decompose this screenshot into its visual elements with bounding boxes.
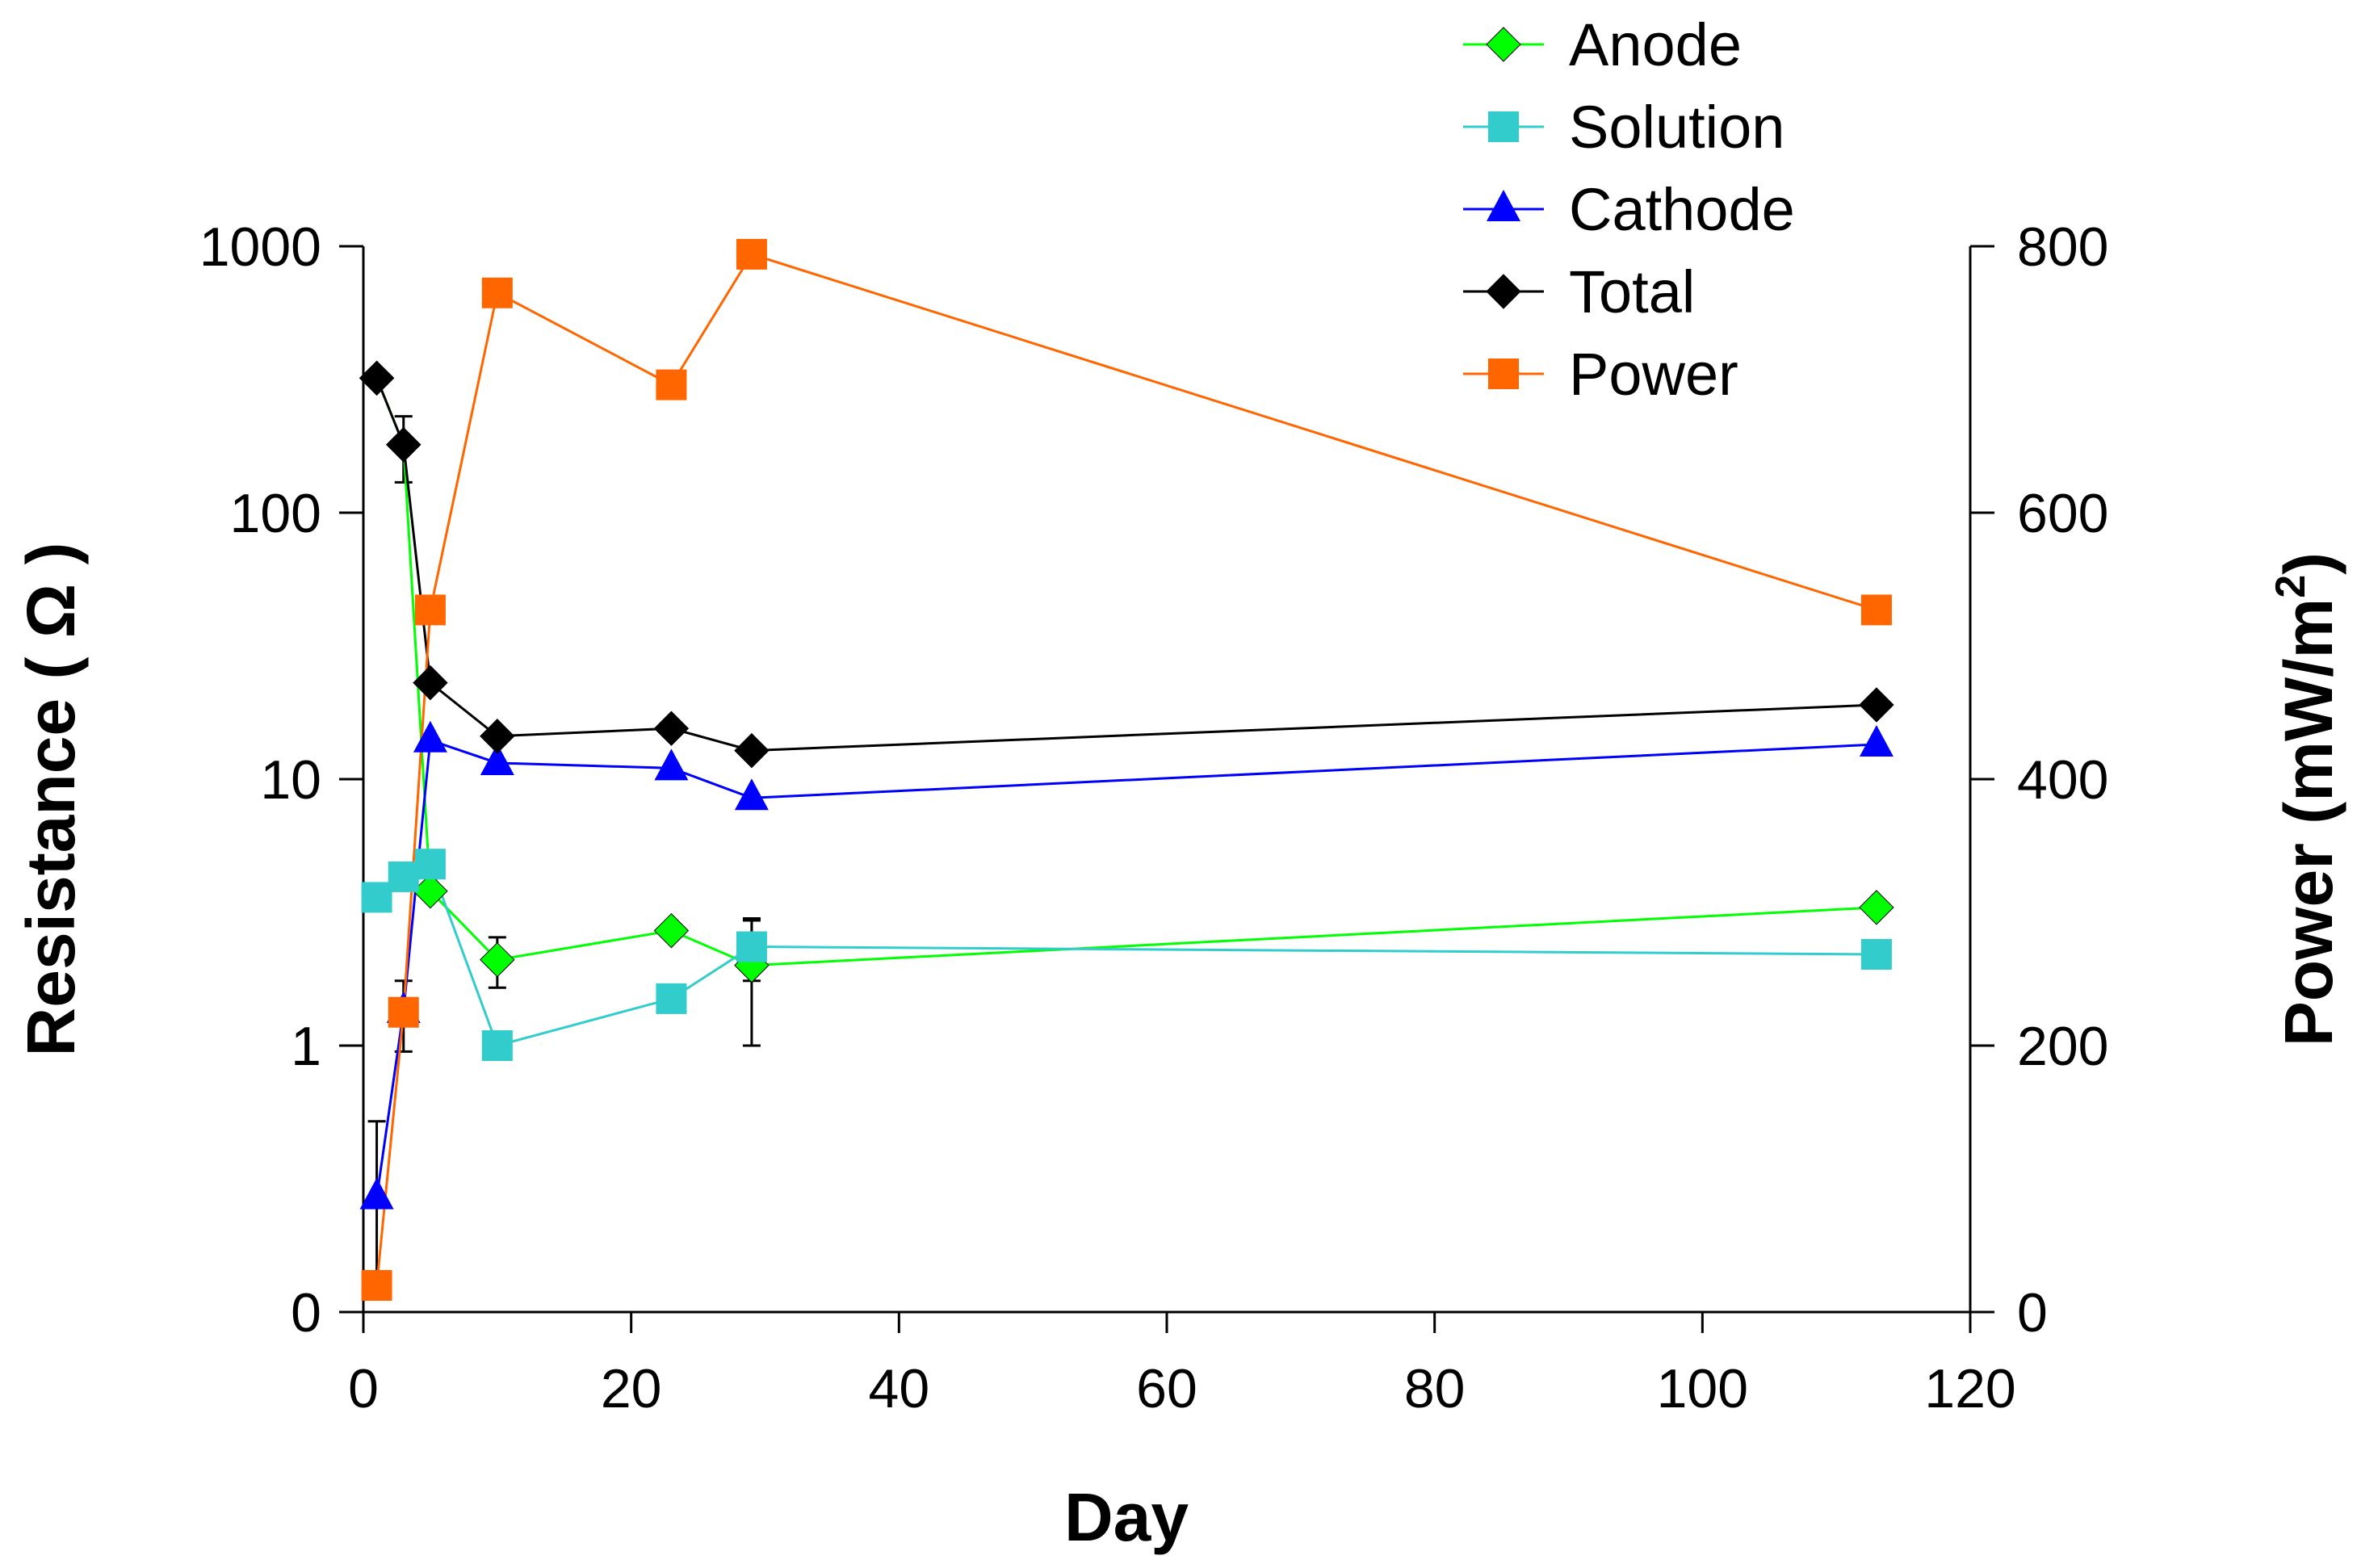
y-axis-left-title: Resistance ( Ω ) bbox=[13, 543, 89, 1057]
cathode-point bbox=[1859, 724, 1894, 757]
legend-anode-label: Anode bbox=[1569, 11, 1742, 78]
legend-total-marker bbox=[1486, 274, 1521, 309]
y-axis-right-title-superscript: 2 bbox=[2267, 575, 2314, 598]
anode-point bbox=[480, 941, 515, 978]
legend-power-label: Power bbox=[1569, 341, 1738, 408]
power-point bbox=[414, 594, 446, 626]
legend-anode-marker bbox=[1486, 27, 1521, 62]
x-tick-label: 0 bbox=[348, 1358, 379, 1419]
y-left-tick-label: 100 bbox=[230, 483, 321, 544]
y-left-tick-label: 0 bbox=[291, 1282, 321, 1344]
anode-point bbox=[653, 912, 690, 949]
x-tick-label: 80 bbox=[1404, 1358, 1466, 1419]
total-point bbox=[480, 719, 515, 754]
solution-point bbox=[414, 849, 446, 880]
legend-power-marker bbox=[1488, 358, 1519, 389]
cathode-point bbox=[654, 748, 689, 781]
legend-cathode-label: Cathode bbox=[1569, 176, 1795, 243]
power-line bbox=[375, 253, 1877, 1286]
x-tick-label: 20 bbox=[601, 1358, 662, 1419]
x-tick-label: 100 bbox=[1657, 1358, 1748, 1419]
cathode-point bbox=[413, 720, 447, 753]
solution-point bbox=[388, 861, 419, 892]
legend-total-label: Total bbox=[1569, 258, 1695, 325]
legend: Anode Solution Cathode Total Power bbox=[1463, 11, 1795, 408]
solution-point bbox=[1860, 939, 1892, 971]
cathode-point bbox=[734, 778, 769, 811]
total-point bbox=[653, 711, 690, 746]
solution-line bbox=[375, 862, 1877, 1047]
solution-point bbox=[736, 931, 767, 962]
total-point bbox=[359, 360, 395, 396]
total-line bbox=[375, 377, 1877, 753]
y-axis-right-title-main: Power (mW/m bbox=[2271, 598, 2347, 1046]
y-left-tick-label: 1 bbox=[291, 1016, 321, 1077]
x-tick-label: 120 bbox=[1924, 1358, 2015, 1419]
solution-point bbox=[656, 983, 687, 1014]
series-markers bbox=[359, 238, 1894, 1301]
total-point bbox=[386, 427, 421, 463]
power-point bbox=[656, 369, 687, 400]
legend-cathode-marker bbox=[1487, 190, 1520, 221]
power-point bbox=[388, 996, 419, 1028]
y-right-tick-label: 800 bbox=[2017, 216, 2108, 278]
total-point bbox=[1859, 687, 1894, 723]
y-right-tick-label: 0 bbox=[2017, 1282, 2048, 1344]
total-point bbox=[734, 732, 770, 769]
y-axis-right-title: Power (mW/m2) bbox=[2267, 552, 2347, 1046]
series-lines bbox=[375, 253, 1877, 1286]
y-right-tick-label: 200 bbox=[2017, 1016, 2108, 1077]
legend-solution-label: Solution bbox=[1569, 94, 1785, 161]
power-point bbox=[361, 1270, 392, 1301]
legend-solution-marker bbox=[1488, 111, 1519, 142]
anode-line bbox=[375, 377, 1877, 967]
y-right-tick-label: 600 bbox=[2017, 483, 2108, 544]
y-axis-right-title-close: ) bbox=[2271, 552, 2347, 575]
y-left-tick-label: 10 bbox=[260, 749, 321, 811]
y-left-tick-label: 1000 bbox=[199, 216, 321, 278]
cathode-point bbox=[480, 743, 514, 775]
anode-point bbox=[413, 873, 448, 909]
anode-point bbox=[1859, 890, 1894, 925]
x-tick-label: 60 bbox=[1136, 1358, 1197, 1419]
axes bbox=[339, 245, 1994, 1333]
solution-point bbox=[361, 882, 392, 913]
power-point bbox=[736, 238, 767, 270]
cathode-line bbox=[375, 738, 1877, 1197]
total-point bbox=[413, 665, 448, 701]
x-axis-title: Day bbox=[1064, 1479, 1189, 1555]
y-right-tick-label: 400 bbox=[2017, 749, 2108, 811]
power-point bbox=[481, 277, 513, 308]
cathode-point bbox=[359, 1177, 394, 1210]
power-point bbox=[1860, 594, 1892, 626]
x-tick-label: 40 bbox=[869, 1358, 930, 1419]
solution-point bbox=[481, 1030, 513, 1061]
